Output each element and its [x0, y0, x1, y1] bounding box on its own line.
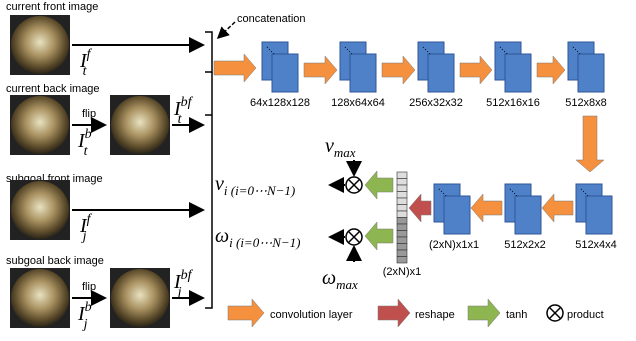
layer-label: (2xN)x1x1 [429, 239, 479, 251]
symbol-sup: f [87, 47, 93, 62]
vector-cell [397, 231, 407, 238]
vector-cell [397, 250, 407, 257]
pointer [218, 22, 235, 38]
w-max: ωmax [322, 267, 358, 292]
layer-label: 128x64x64 [331, 97, 385, 109]
layer-label: 512x2x2 [504, 239, 546, 251]
vector-cell [397, 205, 407, 212]
symbol-base: ω [322, 267, 336, 289]
flip-label: flip [82, 281, 96, 293]
input-title: current front image [6, 1, 98, 13]
concatenation-label: concatenation [237, 13, 306, 25]
symbol-sub: i (i=0⋯N−1) [229, 235, 300, 250]
conv-arrow [304, 56, 337, 84]
feature-map [272, 54, 298, 92]
vector-cell [397, 218, 407, 225]
w-output: ωi (i=0⋯N−1) [215, 225, 300, 250]
symbol-sub: t [83, 64, 88, 79]
legend-label: tanh [506, 309, 527, 321]
symbol-sup: f [87, 212, 93, 227]
photo [111, 269, 169, 327]
input-title: subgoal back image [6, 255, 104, 267]
vector-cell [397, 211, 407, 218]
legend-reshape [378, 299, 410, 327]
legend-tanh [468, 299, 500, 327]
feature-map [586, 196, 612, 234]
layer-label: 256x32x32 [409, 97, 463, 109]
photo [11, 96, 69, 154]
legend-label: product [567, 309, 604, 321]
symbol-sub: max [334, 145, 356, 160]
symbol-sub: i (i=0⋯N−1) [224, 183, 295, 198]
tanh-arrow [365, 171, 393, 199]
vector-cell [397, 198, 407, 205]
photo [11, 16, 69, 74]
symbol-sup: b [85, 127, 92, 142]
symbol-base: ω [215, 225, 229, 247]
feature-map [505, 54, 531, 92]
layer-label: 512x4x4 [575, 239, 617, 251]
vector-cell [397, 224, 407, 231]
legend-label: reshape [415, 309, 455, 321]
bracket [205, 72, 212, 308]
feature-map [350, 54, 376, 92]
symbol-base: v [215, 173, 224, 195]
feature-map [444, 196, 470, 234]
conv-arrow [576, 116, 604, 172]
symbol-sub: max [336, 277, 358, 292]
vector-cell [397, 172, 407, 179]
conv-arrow [460, 56, 492, 84]
diagram: current front image Ift current back image… [0, 0, 636, 341]
vector-cell [397, 179, 407, 186]
conv-arrow [382, 56, 415, 84]
photo [11, 181, 69, 239]
layer-label: 512x16x16 [486, 97, 540, 109]
conv-arrow [537, 56, 565, 84]
vector-label: (2xN)x1 [383, 266, 422, 278]
tanh-arrow [365, 222, 393, 250]
feature-map [515, 196, 541, 234]
symbol-base: v [325, 135, 334, 157]
vector-cell [397, 257, 407, 264]
bracket [205, 32, 212, 72]
flipped-symbol: Ibft [173, 95, 194, 127]
symbol-sup: bf [181, 95, 194, 110]
legend-conv [228, 299, 264, 327]
layer-label: 512x8x8 [565, 97, 607, 109]
conv-arrow [471, 194, 502, 222]
v-output: vi (i=0⋯N−1) [215, 173, 295, 198]
vector-cell [397, 244, 407, 251]
vector-cell [397, 185, 407, 192]
input-title: current back image [6, 83, 100, 95]
feature-map [578, 54, 604, 92]
photo [11, 269, 69, 327]
photo [111, 96, 169, 154]
symbol-sub: t [84, 144, 89, 159]
symbol-sup: bf [181, 268, 194, 283]
v-max: vmax [325, 135, 356, 160]
feature-map [428, 54, 454, 92]
flip-label: flip [82, 108, 96, 120]
layer-label: 64x128x128 [250, 97, 310, 109]
vector-cell [397, 192, 407, 199]
conv-arrow [542, 194, 573, 222]
vector-cell [397, 237, 407, 244]
conv-arrow [214, 54, 256, 82]
legend-label: convolution layer [270, 309, 353, 321]
reshape-arrow [409, 194, 431, 222]
symbol-sup: b [85, 300, 92, 315]
